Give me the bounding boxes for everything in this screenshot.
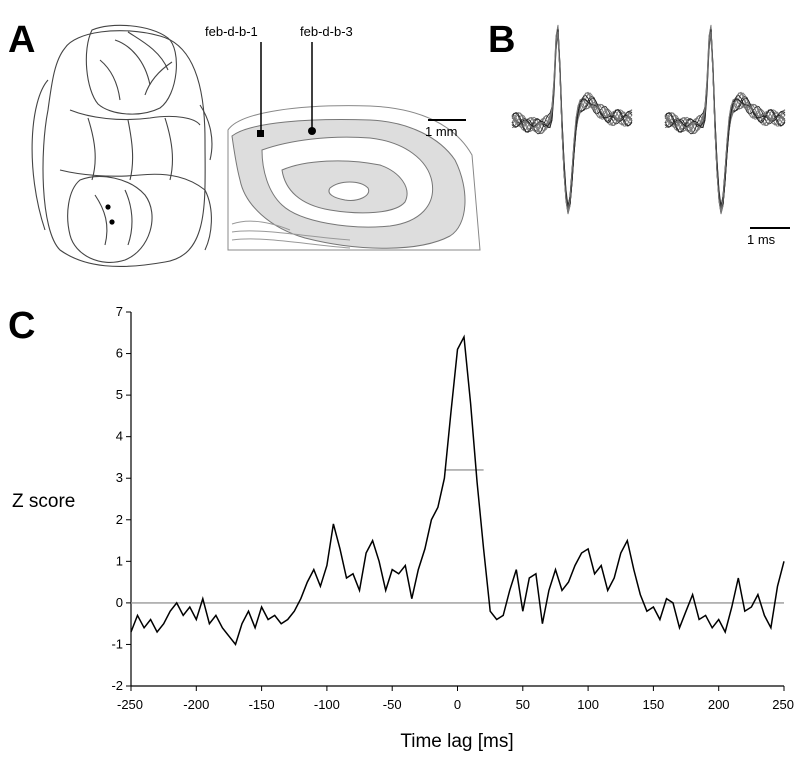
y-tick-label: 0 (116, 595, 123, 610)
x-tick-label: 100 (577, 697, 599, 712)
y-tick-label: 7 (116, 304, 123, 319)
y-tick-label: -1 (111, 636, 123, 651)
x-axis-ticks: -250 -200 -150 -100 -50 0 50 100 150 200 250 (117, 686, 794, 712)
x-tick-label: 150 (643, 697, 665, 712)
spike-waveform-trace (511, 29, 633, 210)
z-score-trace (130, 334, 785, 646)
spike-waveform-trace (511, 31, 633, 212)
cross-correlogram: -2 -1 0 1 2 3 4 5 6 7 -250 -200 -150 -100 -50 0 50 100 15… (12, 304, 794, 752)
x-tick-label: -200 (183, 697, 209, 712)
y-tick-label: 1 (116, 553, 123, 568)
recording-label-2: feb-d-b-3 (300, 24, 353, 39)
cerebellum-outline (31, 24, 213, 268)
electrode-site-marker (109, 219, 115, 225)
x-tick-label: -50 (383, 697, 402, 712)
y-tick-label: -2 (111, 678, 123, 693)
mm-scale-label: 1 mm (425, 124, 458, 139)
panel-c-letter: C (8, 305, 35, 347)
y-axis-ticks: -2 -1 0 1 2 3 4 5 6 7 (111, 304, 131, 693)
panel-b-letter: B (488, 19, 515, 61)
x-axis-title: Time lag [ms] (400, 731, 513, 752)
x-tick-label: 250 (772, 697, 794, 712)
x-tick-label: -250 (117, 697, 143, 712)
y-tick-label: 5 (116, 387, 123, 402)
electrode-site-marker (105, 204, 111, 210)
y-tick-label: 4 (116, 429, 123, 444)
spike-waveforms-unit-2 (664, 24, 786, 215)
x-tick-label: 0 (454, 697, 461, 712)
y-tick-label: 6 (116, 346, 123, 361)
y-tick-label: 3 (116, 470, 123, 485)
x-tick-label: 50 (516, 697, 530, 712)
recording-site-2-marker (308, 127, 316, 135)
spike-waveforms-unit-1 (511, 24, 633, 215)
panel-a-letter: A (8, 19, 35, 61)
y-axis-title: Z score (12, 491, 75, 512)
x-tick-label: -100 (314, 697, 340, 712)
x-tick-label: 200 (708, 697, 730, 712)
y-tick-label: 2 (116, 512, 123, 527)
spike-waveform-trace (664, 31, 786, 212)
x-tick-label: -150 (249, 697, 275, 712)
recording-site-1-marker (257, 130, 264, 137)
spike-waveform-trace (664, 29, 786, 210)
recording-label-1: feb-d-b-1 (205, 24, 258, 39)
sagittal-section (227, 105, 481, 251)
ms-scale-label: 1 ms (747, 232, 776, 247)
